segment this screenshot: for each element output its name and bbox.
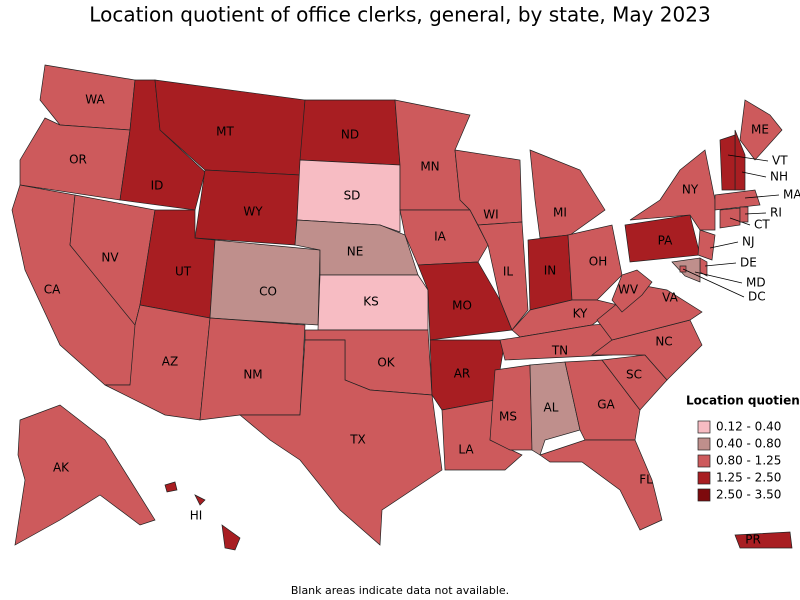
state: [194, 494, 206, 506]
state-label: CA: [44, 283, 61, 297]
state-label: TX: [349, 433, 366, 447]
state-label: IA: [434, 230, 447, 244]
state: [714, 189, 761, 211]
state-label: IN: [544, 264, 557, 278]
state-label: NM: [243, 368, 262, 382]
state-label: MN: [420, 160, 439, 174]
state: [14, 404, 156, 546]
legend: Location quotient 0.12 - 0.40 0.40 - 0.80…: [686, 394, 800, 502]
state: [489, 364, 533, 451]
state-label: DE: [740, 256, 757, 270]
state-label: ID: [151, 179, 164, 193]
legend-label: 0.80 - 1.25: [716, 454, 781, 468]
leader-line: [744, 212, 767, 215]
state-label: MS: [499, 410, 517, 424]
state-label: GA: [597, 398, 615, 412]
state: [317, 274, 429, 331]
state-label: MI: [553, 206, 567, 220]
state: [567, 224, 623, 301]
state-label: RI: [770, 206, 782, 220]
state: [539, 439, 663, 531]
state-label: NY: [682, 183, 699, 197]
state-label: AZ: [162, 355, 178, 369]
legend-swatch: [697, 420, 711, 434]
state-label: DC: [748, 290, 766, 304]
state: [221, 524, 241, 551]
legend-label: 0.40 - 0.80: [716, 437, 781, 451]
footnote: Blank areas indicate data not available.: [291, 584, 509, 597]
state-label: WA: [85, 93, 105, 107]
legend-swatch: [697, 437, 711, 451]
state-label: CT: [754, 218, 770, 232]
legend-swatch: [697, 454, 711, 468]
leader-line: [694, 271, 743, 284]
state-label: PR: [745, 533, 761, 547]
state-label: FL: [639, 473, 653, 487]
leader-line: [727, 154, 769, 162]
state-label: WI: [483, 208, 498, 222]
state: [611, 269, 653, 313]
state: [739, 206, 749, 223]
leader-line: [682, 268, 745, 298]
state-label: MA: [783, 188, 800, 202]
state-label: NE: [347, 245, 364, 259]
state: [739, 99, 783, 161]
state-label: AR: [454, 367, 471, 381]
leader-line: [744, 194, 780, 199]
legend-swatch: [697, 488, 711, 502]
state-label: WV: [618, 283, 639, 297]
state: [529, 149, 606, 239]
state: [719, 134, 736, 191]
leader-line: [741, 171, 767, 178]
state-label: AL: [544, 401, 559, 415]
leader-line: [704, 262, 737, 267]
state-label: AK: [53, 461, 70, 475]
state-label: HI: [190, 509, 203, 523]
state: [239, 339, 443, 546]
state-label: NC: [655, 335, 672, 349]
state-label: MO: [452, 299, 472, 313]
legend-label: 0.12 - 0.40: [716, 420, 781, 434]
state-label: SC: [626, 368, 642, 382]
state-label: NV: [101, 251, 119, 265]
state-label: VA: [662, 291, 678, 305]
state-label: NJ: [742, 235, 755, 249]
state: [164, 481, 178, 493]
state-label: VT: [772, 154, 788, 168]
state-label: TN: [551, 344, 568, 358]
state-label: UT: [175, 265, 192, 279]
state-label: ND: [341, 128, 359, 142]
state-label: KS: [363, 295, 379, 309]
state-label: CO: [259, 285, 277, 299]
state-label: OR: [69, 153, 87, 167]
state-label: MD: [746, 276, 766, 290]
state: [209, 239, 321, 326]
state-label: OK: [377, 356, 395, 370]
states: WA OR CA NV ID MT WY UT CO AZ NM ND SD NE KS OK TX MN IA MO…: [11, 64, 800, 551]
map-title: Location quotient of office clerks, gene…: [89, 3, 710, 27]
state-label: IL: [503, 265, 514, 279]
state-label: PA: [658, 234, 673, 248]
state-label: OH: [589, 255, 607, 269]
leader-line: [709, 241, 739, 249]
state-label: LA: [458, 443, 474, 457]
state-label: SD: [344, 189, 361, 203]
state-label: KY: [573, 307, 588, 321]
state-label: WY: [243, 205, 263, 219]
state-label: ME: [751, 123, 769, 137]
state: [734, 531, 793, 549]
legend-title: Location quotient: [686, 394, 800, 408]
state-label: NH: [770, 170, 788, 184]
legend-label: 2.50 - 3.50: [716, 488, 781, 502]
state: [296, 159, 401, 233]
legend-swatch: [697, 471, 711, 485]
state-label: MT: [216, 125, 234, 139]
state: [697, 229, 716, 261]
legend-label: 1.25 - 2.50: [716, 471, 781, 485]
